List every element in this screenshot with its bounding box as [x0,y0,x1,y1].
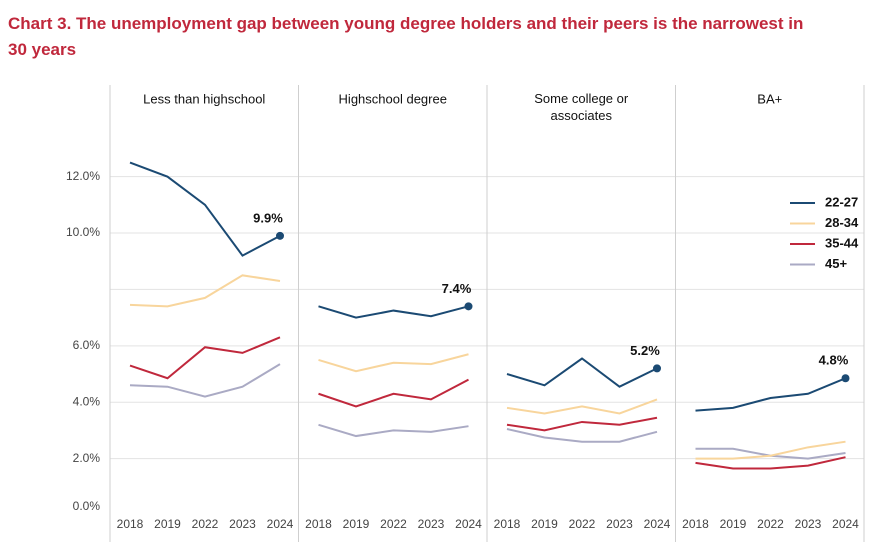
y-tick-label: 4.0% [73,394,101,408]
y-tick-label: 12.0% [66,169,100,183]
x-tick-label: 2024 [267,517,294,531]
series-line [318,305,469,319]
series-line [318,378,469,408]
x-tick-label: 2018 [117,517,144,531]
legend-label: 35-44 [825,235,859,250]
end-label: 5.2% [630,343,660,358]
series-line [506,398,658,415]
end-point [276,231,284,240]
x-tick-label: 2022 [757,517,784,531]
x-tick-label: 2024 [644,517,671,531]
series-line [506,416,658,432]
panel-title: Highschool degree [339,91,447,106]
x-tick-label: 2023 [418,517,445,531]
panel-title: Less than highschool [143,91,265,106]
end-label: 9.9% [253,210,283,225]
series-line [318,423,469,438]
panel-title: BA+ [757,91,782,106]
end-label: 7.4% [442,281,472,296]
x-tick-label: 2022 [192,517,219,531]
series-line [129,336,281,380]
panel-title: Some college or associates [534,91,629,123]
x-tick-label: 2019 [720,517,747,531]
x-tick-label: 2023 [795,517,822,531]
x-tick-label: 2019 [343,517,370,531]
end-point [841,374,850,383]
legend-label: 22-27 [825,194,858,209]
legend-label: 45+ [825,256,847,271]
series-line [506,357,658,388]
x-tick-label: 2018 [494,517,521,531]
series-line [318,353,469,373]
chart-title-line1: Chart 3. The unemployment gap between yo… [8,14,803,59]
end-point [464,302,473,311]
y-tick-label: 2.0% [73,451,101,465]
series-line [695,447,846,460]
end-label: 4.8% [819,353,849,368]
x-tick-label: 2019 [154,517,181,531]
series-line [129,161,281,257]
x-tick-label: 2023 [229,517,256,531]
legend-label: 28-34 [825,215,859,230]
x-tick-label: 2023 [606,517,633,531]
series-line [695,440,846,460]
x-tick-label: 2018 [682,517,709,531]
series-line [129,363,281,398]
x-tick-label: 2024 [832,517,859,531]
series-line [129,274,281,308]
series-line [695,377,846,412]
end-point [653,364,661,373]
x-tick-label: 2022 [569,517,596,531]
x-tick-label: 2019 [531,517,558,531]
x-tick-label: 2024 [455,517,482,531]
y-tick-label: 0.0% [73,499,101,513]
series-line [695,456,846,470]
x-tick-label: 2018 [305,517,332,531]
x-tick-label: 2022 [380,517,407,531]
series-line [506,428,658,443]
y-tick-label: 10.0% [66,225,100,239]
y-tick-label: 6.0% [73,338,101,352]
